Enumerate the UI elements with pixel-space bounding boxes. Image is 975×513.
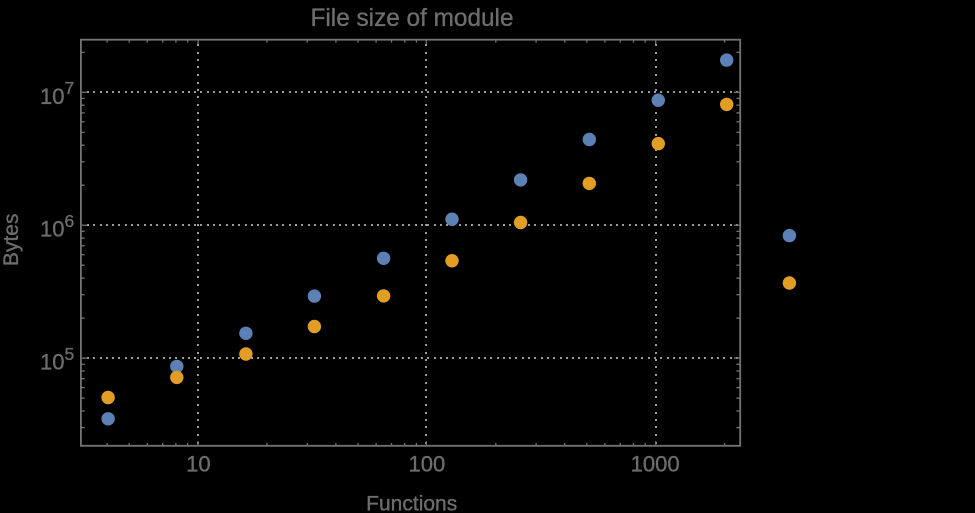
svg-text:Bytes: Bytes: [0, 214, 23, 267]
svg-text:10: 10: [40, 350, 64, 375]
svg-text:1000: 1000: [631, 452, 680, 477]
svg-text:10: 10: [186, 452, 210, 477]
svg-text:10: 10: [40, 84, 64, 109]
svg-text:5: 5: [65, 344, 75, 364]
svg-text:100: 100: [409, 452, 446, 477]
svg-text:Functions: Functions: [366, 493, 457, 513]
svg-text:File size of module: File size of module: [311, 4, 514, 32]
svg-text:7: 7: [65, 78, 75, 98]
svg-text:6: 6: [65, 211, 75, 231]
svg-text:10: 10: [40, 217, 64, 242]
